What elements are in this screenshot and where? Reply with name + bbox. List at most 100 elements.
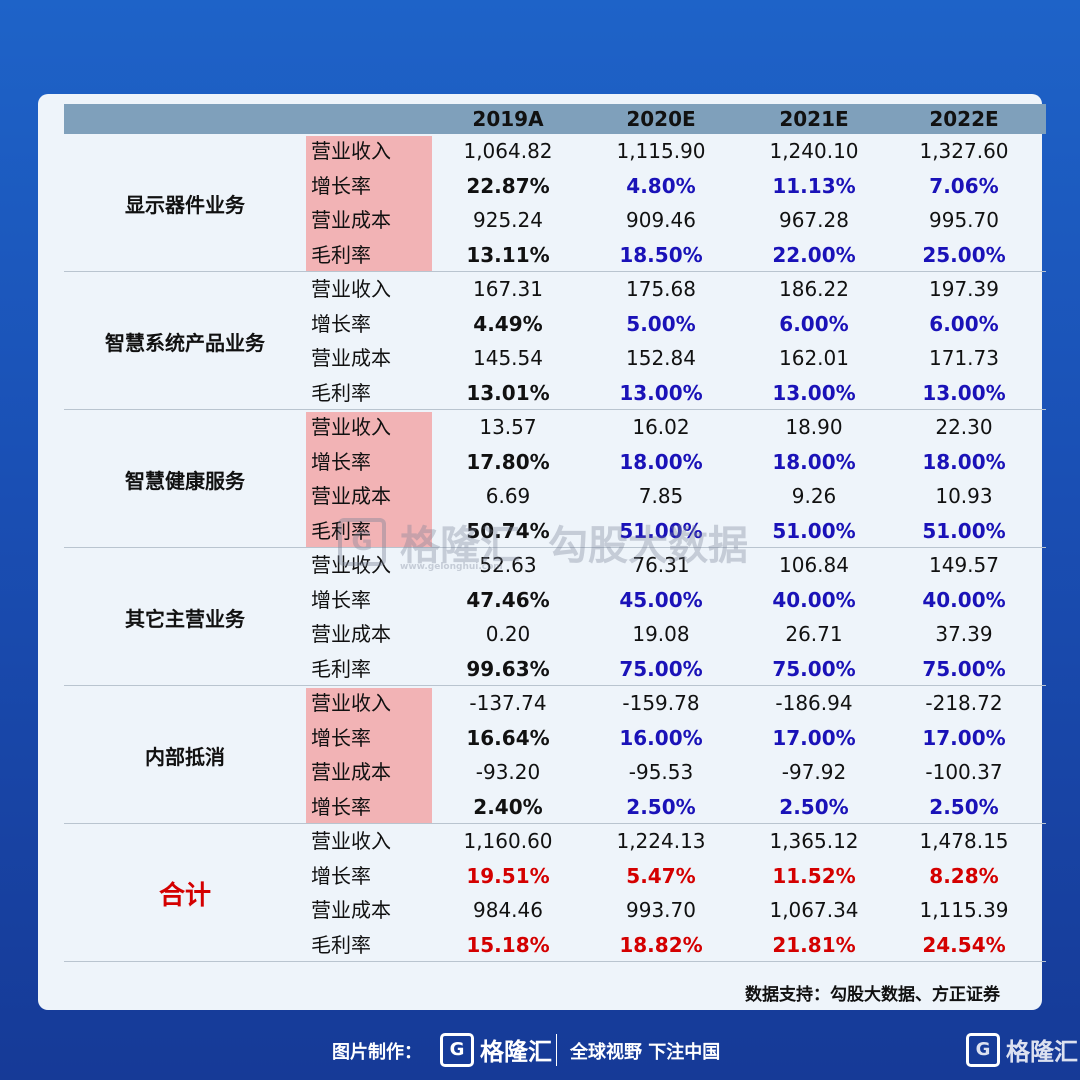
table-cell: 11.13% bbox=[772, 173, 856, 198]
column-header: 2021E bbox=[779, 107, 849, 131]
segment-name: 智慧健康服务 bbox=[125, 468, 245, 493]
table-cell: -137.74 bbox=[469, 691, 547, 715]
table-row: 毛利率 99.63% 75.00% 75.00% 75.00% bbox=[64, 652, 1046, 687]
table-cell: 197.39 bbox=[929, 277, 999, 301]
table-cell: 13.00% bbox=[772, 380, 856, 405]
table-row: 增长率 4.49% 5.00% 6.00% 6.00% bbox=[64, 307, 1046, 342]
table-row: 毛利率 15.18% 18.82% 21.81% 24.54% bbox=[64, 928, 1046, 963]
row-label: 增长率 bbox=[311, 311, 371, 336]
row-label: 毛利率 bbox=[311, 932, 371, 957]
table-cell: 7.85 bbox=[638, 484, 684, 508]
row-label: 营业成本 bbox=[311, 346, 391, 370]
corner-brand: 格隆汇 bbox=[1006, 1038, 1078, 1066]
table-cell: 18.00% bbox=[922, 449, 1006, 474]
table-row: 营业成本 925.24 909.46 967.28 995.70 bbox=[64, 203, 1046, 238]
table-cell: 1,224.13 bbox=[616, 829, 706, 853]
table-cell: 51.00% bbox=[772, 518, 856, 543]
table-cell: 2.50% bbox=[929, 794, 999, 819]
table-cell: 984.46 bbox=[473, 898, 543, 922]
table-cell: 13.57 bbox=[479, 415, 537, 439]
table-group: 其它主营业务 营业收入 52.63 76.31 106.84 149.57 增长率 47.46… bbox=[64, 548, 1046, 686]
footer: 图片制作： G 格隆汇 全球视野 下注中国 G 格隆汇 bbox=[0, 1030, 1080, 1070]
table-row: 增长率 22.87% 4.80% 11.13% 7.06% bbox=[64, 169, 1046, 204]
table-cell: 925.24 bbox=[473, 208, 543, 232]
table-cell: 909.46 bbox=[626, 208, 696, 232]
table-group: 合计 营业收入 1,160.60 1,224.13 1,365.12 1,478.15 增长… bbox=[64, 824, 1046, 962]
table-group: 内部抵消 营业收入 -137.74 -159.78 -186.94 -218.72 增长率 1… bbox=[64, 686, 1046, 824]
table-cell: 13.00% bbox=[922, 380, 1006, 405]
table-cell: 4.49% bbox=[473, 311, 543, 336]
table-cell: 149.57 bbox=[929, 553, 999, 577]
row-label: 营业成本 bbox=[311, 622, 391, 646]
group-divider bbox=[64, 823, 1046, 824]
table-cell: 8.28% bbox=[929, 863, 999, 888]
table-cell: 2.50% bbox=[779, 794, 849, 819]
data-card: 2019A 2020E 2021E 2022E 显示器件业务 营业收入 1,064.… bbox=[38, 94, 1046, 1010]
row-label: 增长率 bbox=[311, 173, 371, 198]
table-row: 营业收入 1,064.82 1,115.90 1,240.10 1,327.60 bbox=[64, 134, 1046, 169]
table-row: 毛利率 13.01% 13.00% 13.00% 13.00% bbox=[64, 376, 1046, 411]
row-label: 营业收入 bbox=[311, 829, 391, 853]
table-cell: 15.18% bbox=[466, 932, 550, 957]
table-cell: 1,115.39 bbox=[919, 898, 1009, 922]
table-cell: 1,064.82 bbox=[463, 139, 553, 163]
row-label: 增长率 bbox=[311, 587, 371, 612]
label-highlight bbox=[306, 688, 432, 824]
segment-name: 内部抵消 bbox=[145, 744, 225, 769]
row-label: 增长率 bbox=[311, 725, 371, 750]
row-label: 增长率 bbox=[311, 794, 371, 819]
table-cell: 152.84 bbox=[626, 346, 696, 370]
table-cell: 9.26 bbox=[791, 484, 837, 508]
table-cell: 186.22 bbox=[779, 277, 849, 301]
row-label: 毛利率 bbox=[311, 380, 371, 405]
table-cell: 16.00% bbox=[619, 725, 703, 750]
footer-made-by: 图片制作： bbox=[332, 1042, 422, 1063]
table-cell: 25.00% bbox=[922, 242, 1006, 267]
table-cell: 75.00% bbox=[619, 656, 703, 681]
table-cell: 99.63% bbox=[466, 656, 550, 681]
watermark-text: 勾股大数据 bbox=[548, 523, 748, 569]
group-divider bbox=[64, 961, 1046, 962]
table-row: 营业收入 1,160.60 1,224.13 1,365.12 1,478.15 bbox=[64, 824, 1046, 859]
table-cell: 18.90 bbox=[785, 415, 843, 439]
table-cell: 24.54% bbox=[922, 932, 1006, 957]
group-divider bbox=[64, 271, 1046, 272]
table-cell: -93.20 bbox=[475, 760, 541, 784]
table-cell: 4.80% bbox=[626, 173, 696, 198]
table-cell: 5.47% bbox=[626, 863, 696, 888]
segment-name: 合计 bbox=[158, 880, 211, 911]
row-label: 营业收入 bbox=[311, 139, 391, 163]
table-row: 营业成本 145.54 152.84 162.01 171.73 bbox=[64, 341, 1046, 376]
segment-name: 其它主营业务 bbox=[125, 606, 245, 631]
row-label: 营业成本 bbox=[311, 208, 391, 232]
row-label: 毛利率 bbox=[311, 242, 371, 267]
table-row: 营业成本 0.20 19.08 26.71 37.39 bbox=[64, 617, 1046, 652]
table-cell: 18.82% bbox=[619, 932, 703, 957]
table-row: 增长率 47.46% 45.00% 40.00% 40.00% bbox=[64, 583, 1046, 618]
segment-name: 智慧系统产品业务 bbox=[105, 330, 265, 355]
table-row: 营业成本 6.69 7.85 9.26 10.93 bbox=[64, 479, 1046, 514]
column-header: 2020E bbox=[626, 107, 696, 131]
table-row: 毛利率 13.11% 18.50% 22.00% 25.00% bbox=[64, 238, 1046, 273]
table-cell: 175.68 bbox=[626, 277, 696, 301]
table-cell: 1,365.12 bbox=[769, 829, 859, 853]
table-cell: 167.31 bbox=[473, 277, 543, 301]
table-cell: 51.00% bbox=[922, 518, 1006, 543]
footer-brand: 格隆汇 bbox=[480, 1038, 552, 1066]
table-cell: 19.51% bbox=[466, 863, 550, 888]
table-cell: 17.00% bbox=[772, 725, 856, 750]
row-label: 营业成本 bbox=[311, 484, 391, 508]
table-cell: 75.00% bbox=[922, 656, 1006, 681]
corner-logo: G 格隆汇 bbox=[966, 1032, 1078, 1067]
table-header: 2019A 2020E 2021E 2022E bbox=[64, 104, 1046, 134]
table-cell: 76.31 bbox=[632, 553, 690, 577]
table-group: 智慧系统产品业务 营业收入 167.31 175.68 186.22 197.39 增长率 4… bbox=[64, 272, 1046, 410]
table-cell: 13.00% bbox=[619, 380, 703, 405]
group-divider bbox=[64, 547, 1046, 548]
table-row: 营业成本 -93.20 -95.53 -97.92 -100.37 bbox=[64, 755, 1046, 790]
table-cell: 16.02 bbox=[632, 415, 690, 439]
table-cell: 106.84 bbox=[779, 553, 849, 577]
table-cell: 6.69 bbox=[485, 484, 531, 508]
table-cell: 40.00% bbox=[772, 587, 856, 612]
table-group: 显示器件业务 营业收入 1,064.82 1,115.90 1,240.10 1,327.… bbox=[64, 134, 1046, 272]
